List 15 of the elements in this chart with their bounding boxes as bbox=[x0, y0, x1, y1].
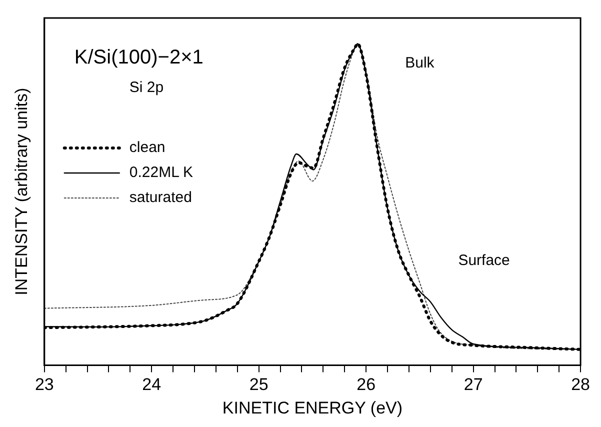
x-tick-label: 24 bbox=[142, 375, 162, 394]
legend-label: clean bbox=[129, 139, 166, 156]
x-tick-label: 28 bbox=[571, 375, 590, 394]
chart-title: K/Si(100)−2×1 bbox=[74, 46, 204, 69]
x-axis-title: KINETIC ENERGY (eV) bbox=[222, 398, 403, 418]
text: Si 2p bbox=[129, 79, 164, 96]
y-axis-title: INTENSITY (arbitrary units) bbox=[12, 88, 31, 296]
annotation: Surface bbox=[458, 252, 510, 270]
annotation: Bulk bbox=[405, 54, 435, 72]
x-tick-label: 27 bbox=[464, 375, 483, 394]
legend-label: 0.22ML K bbox=[129, 164, 194, 182]
x-tick-label: 23 bbox=[34, 375, 54, 394]
legend-label: saturated bbox=[129, 189, 192, 206]
x-tick-label: 25 bbox=[249, 375, 268, 394]
x-tick-label: 26 bbox=[356, 375, 376, 394]
